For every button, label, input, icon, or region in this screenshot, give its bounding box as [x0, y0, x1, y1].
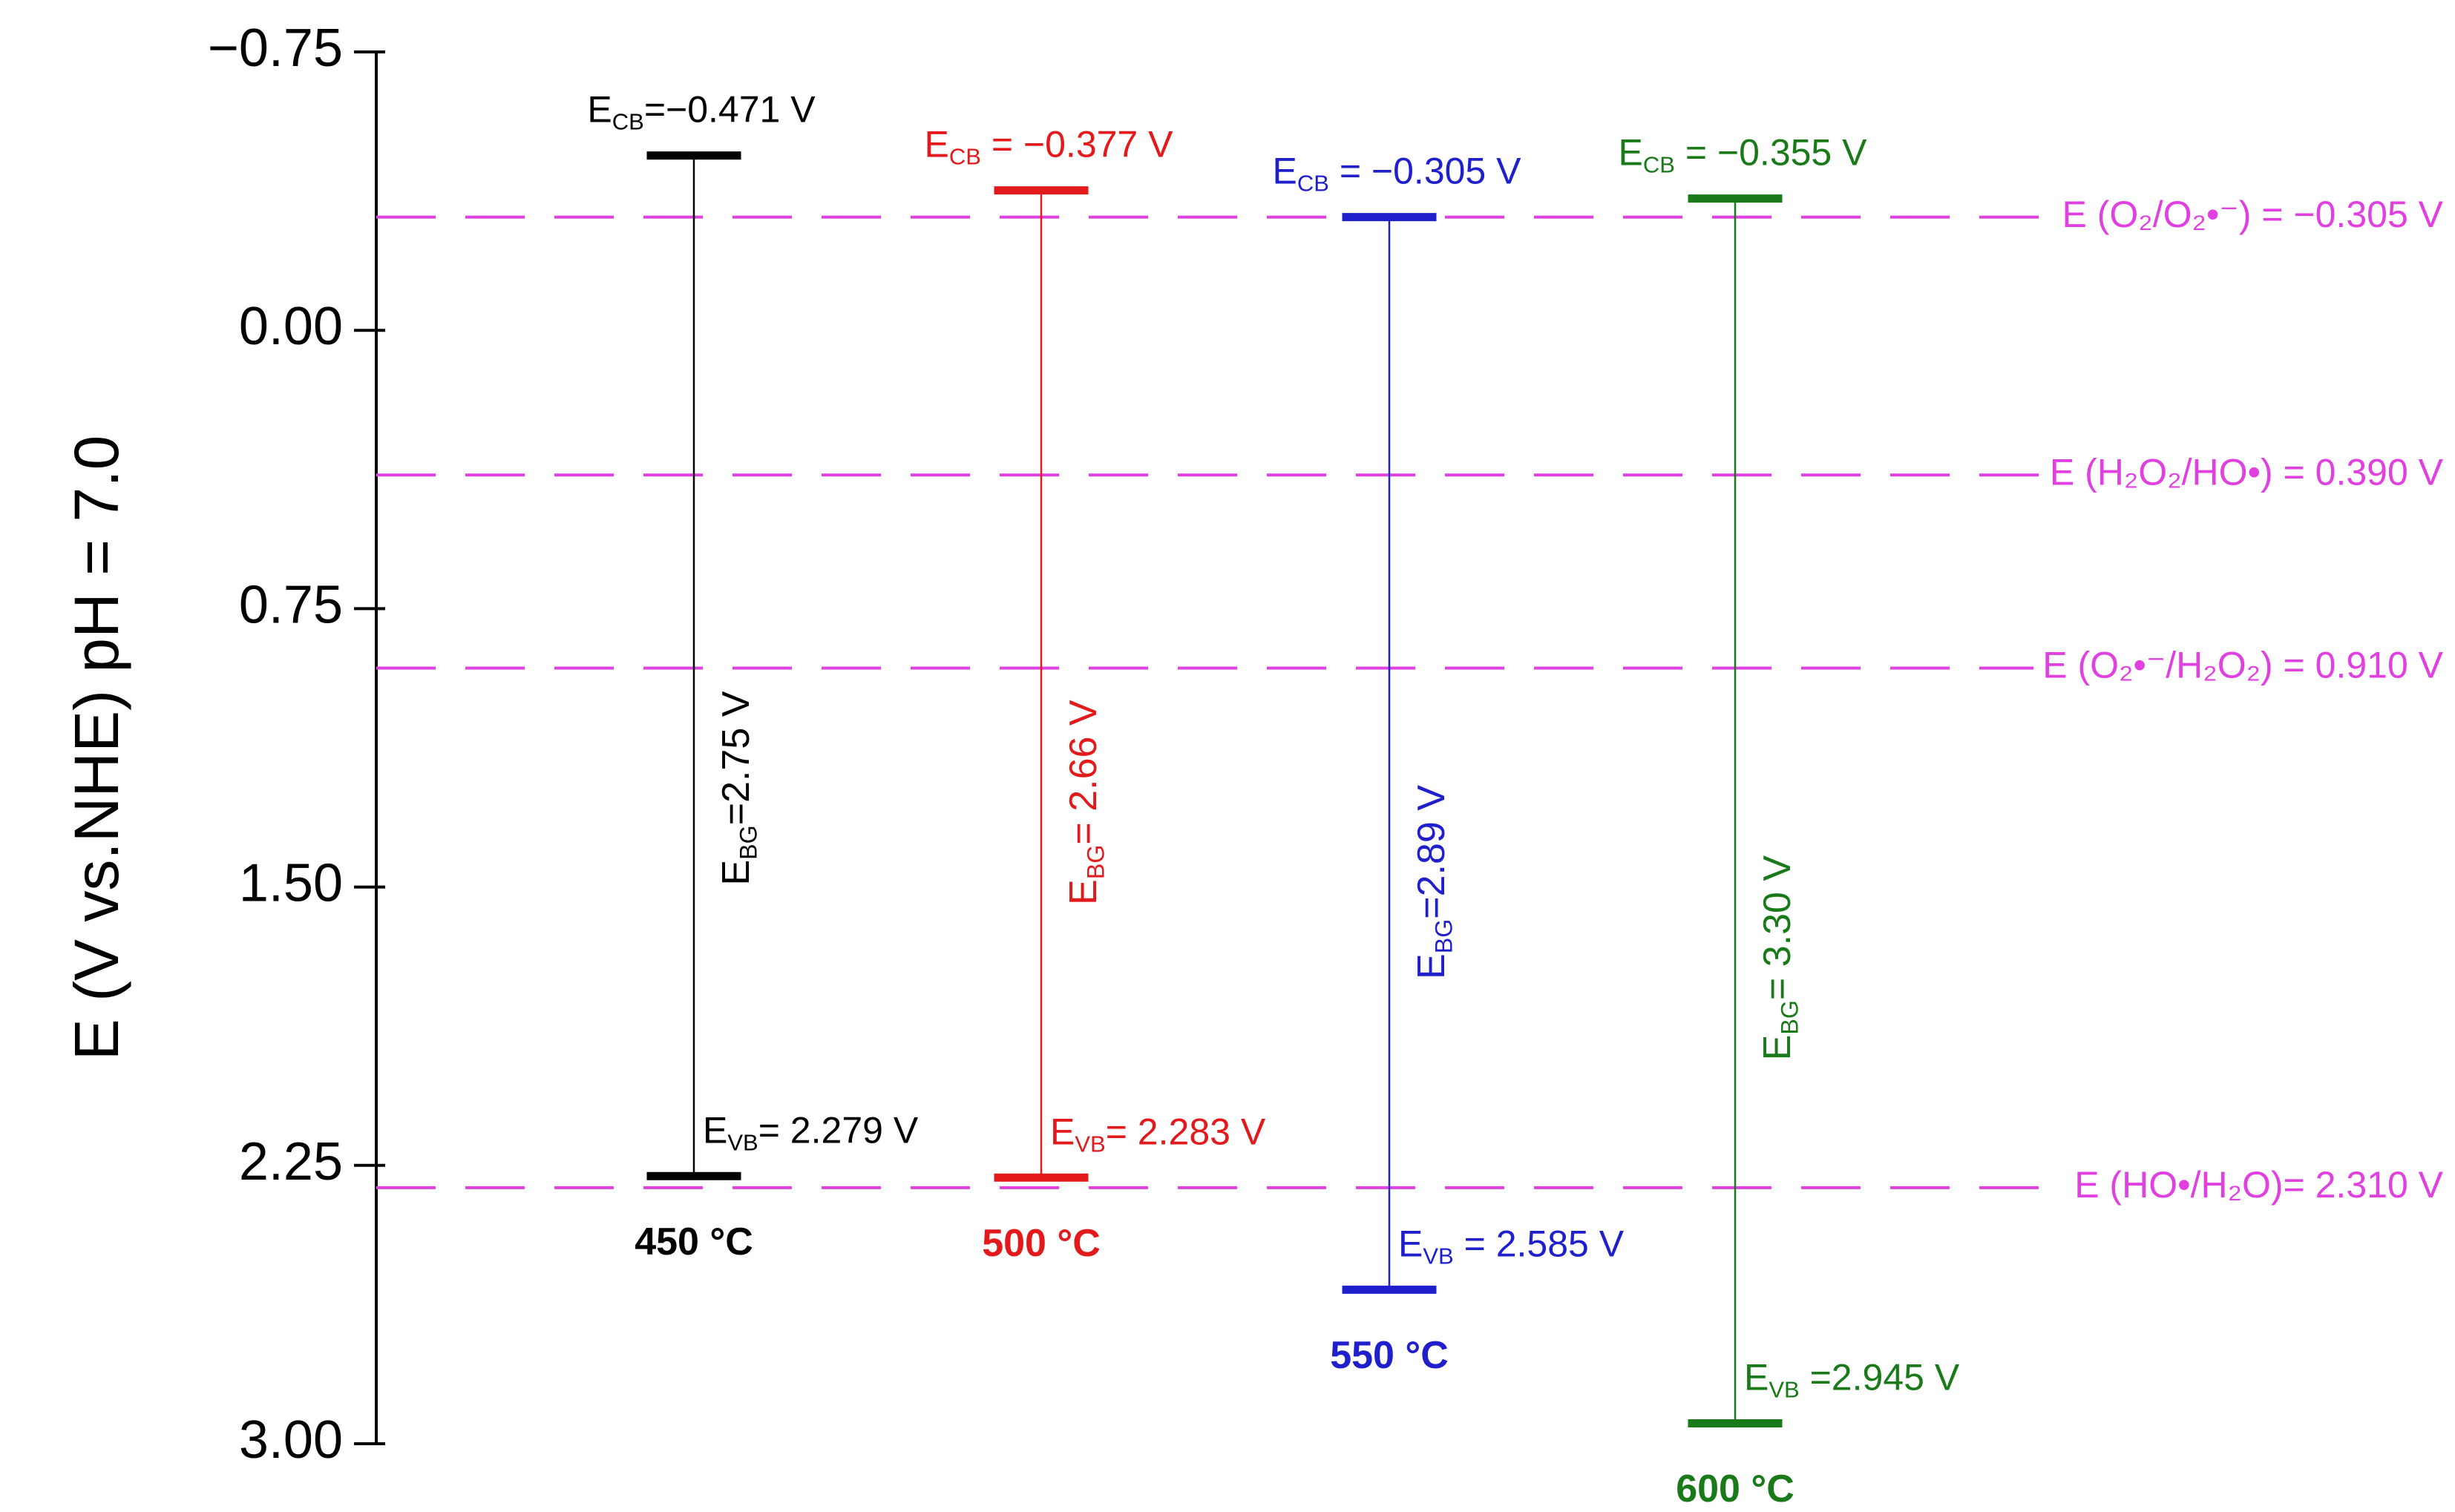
symbol-subscript: VB — [1075, 1131, 1105, 1157]
symbol: E — [925, 124, 949, 165]
symbol-subscript: BG — [1082, 845, 1109, 880]
bandgap-label: EBG=2.89 V — [1410, 785, 1457, 979]
symbol: E — [1398, 1223, 1423, 1265]
symbol-subscript: CB — [1643, 152, 1675, 178]
vb-label: EVB= 2.283 V — [1050, 1111, 1266, 1157]
value-label: = 3.30 V — [1756, 855, 1799, 1000]
reference-label: E (H₂O₂/HO•) = 0.390 V — [2050, 452, 2444, 493]
symbol: E — [715, 860, 758, 886]
bandgap-label: EBG= 2.66 V — [1062, 700, 1109, 905]
y-axis-label: E (V vs.NHE) pH = 7.0 — [62, 435, 131, 1061]
value-label: = −0.355 V — [1675, 132, 1867, 174]
value-label: = 2.585 V — [1454, 1223, 1625, 1265]
bandgap-label: EBG= 3.30 V — [1756, 855, 1803, 1061]
symbol-subscript: VB — [1423, 1243, 1453, 1269]
value-label: = 2.283 V — [1106, 1111, 1266, 1153]
cb-label: ECB = −0.305 V — [1273, 151, 1522, 197]
value-label: = −0.305 V — [1329, 151, 1521, 192]
symbol: E — [1756, 1035, 1799, 1061]
symbol-subscript: VB — [727, 1129, 758, 1155]
value-label: =−0.471 V — [644, 89, 816, 131]
symbol-subscript: CB — [612, 109, 644, 135]
y-tick-label: 3.00 — [239, 1410, 343, 1470]
y-tick-label: 0.75 — [239, 575, 343, 634]
reference-label: E (O₂/O₂•⁻) = −0.305 V — [2062, 194, 2444, 235]
symbol: E — [1410, 953, 1453, 979]
y-tick-label: 1.50 — [239, 854, 343, 913]
bandgap-label: EBG=2.75 V — [715, 691, 761, 885]
y-tick-label: 2.25 — [239, 1132, 343, 1191]
vb-label: EVB =2.945 V — [1744, 1357, 1960, 1403]
value-label: = 2.66 V — [1062, 700, 1105, 844]
symbol-subscript: BG — [735, 825, 761, 860]
value-label: = −0.377 V — [981, 124, 1173, 165]
y-tick-label: 0.00 — [239, 297, 343, 356]
symbol-subscript: BG — [1776, 1000, 1803, 1035]
symbol-subscript: BG — [1430, 919, 1457, 954]
value-label: =2.75 V — [715, 691, 758, 825]
reference-label: E (HO•/H₂O)= 2.310 V — [2074, 1164, 2443, 1206]
symbol: E — [1062, 879, 1105, 905]
cb-label: ECB = −0.355 V — [1619, 132, 1868, 178]
vb-label: EVB = 2.585 V — [1398, 1223, 1625, 1269]
symbol: E — [1619, 132, 1643, 174]
value-label: =2.89 V — [1410, 785, 1453, 919]
symbol: E — [1050, 1111, 1075, 1153]
series-name: 450 °C — [635, 1220, 753, 1263]
symbol: E — [1744, 1357, 1769, 1398]
series-name: 550 °C — [1330, 1334, 1449, 1377]
value-label: =2.945 V — [1800, 1357, 1960, 1398]
symbol-subscript: VB — [1769, 1377, 1799, 1403]
cb-label: ECB = −0.377 V — [925, 124, 1174, 170]
symbol-subscript: CB — [949, 144, 981, 170]
y-tick-label: −0.75 — [208, 19, 343, 78]
series-name: 500 °C — [982, 1222, 1101, 1265]
vb-label: EVB= 2.279 V — [703, 1110, 919, 1156]
symbol: E — [1273, 151, 1297, 192]
cb-label: ECB=−0.471 V — [587, 89, 816, 135]
symbol: E — [703, 1110, 727, 1151]
reference-label: E (O₂•⁻/H₂O₂) = 0.910 V — [2042, 645, 2443, 686]
symbol: E — [587, 89, 612, 131]
series-name: 600 °C — [1676, 1467, 1794, 1511]
value-label: = 2.279 V — [758, 1110, 919, 1151]
symbol-subscript: CB — [1297, 171, 1329, 197]
